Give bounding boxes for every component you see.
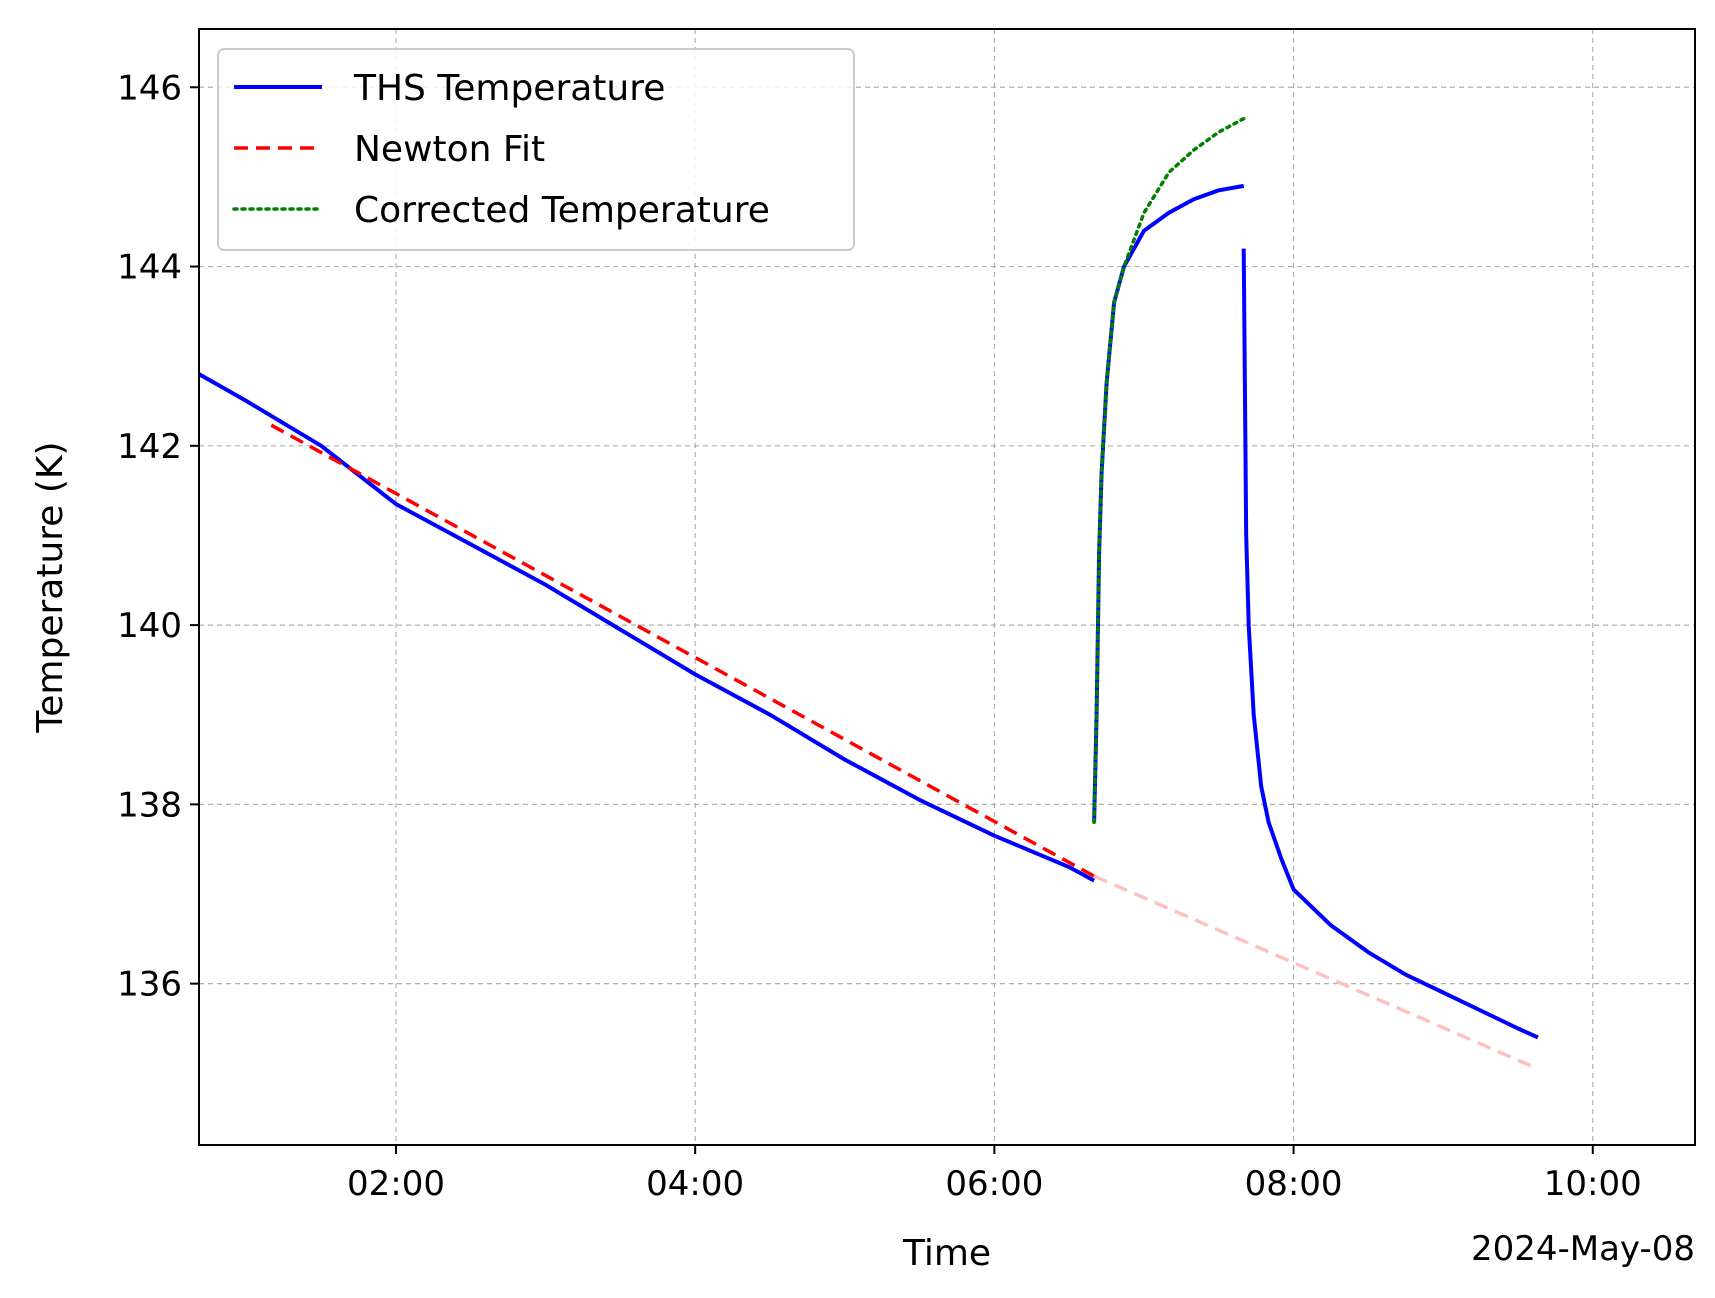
legend-label: Newton Fit [354, 129, 545, 170]
tick-layer: 02:00 04:00 06:00 08:00 10:00 136 138 140 142 144… [117, 68, 1642, 1204]
x-tick-label: 02:00 [347, 1164, 445, 1204]
y-tick-label: 140 [117, 606, 182, 646]
projection-line [1093, 874, 1539, 1071]
y-tick-label: 138 [117, 785, 182, 825]
y-tick-label: 136 [117, 965, 182, 1005]
legend-label: Corrected Temperature [354, 190, 770, 231]
plot-frame [198, 28, 1696, 1146]
y-axis-label: Temperature (K) [30, 441, 71, 733]
ths-temperature-line [198, 372, 1096, 883]
date-label: 2024-May-08 [1471, 1229, 1695, 1269]
legend: THS Temperature Newton Fit Corrected Tempe… [217, 48, 855, 251]
corrected-temperature-line [1092, 116, 1246, 825]
series-layer [198, 116, 1539, 1071]
x-tick-label: 06:00 [945, 1164, 1043, 1204]
grid-layer [199, 29, 1695, 1145]
newton-fit-line [270, 423, 1095, 878]
y-tick-label: 144 [117, 248, 182, 288]
y-tick-label: 146 [117, 68, 182, 108]
x-tick-label: 04:00 [646, 1164, 744, 1204]
legend-box [217, 48, 855, 251]
y-tick-label: 142 [117, 427, 182, 467]
x-tick-label: 10:00 [1544, 1164, 1642, 1204]
x-tick-label: 08:00 [1245, 1164, 1343, 1204]
x-axis-label: Time [902, 1233, 991, 1274]
legend-label: THS Temperature [353, 68, 665, 109]
ths-temperature-line [1241, 248, 1539, 1040]
